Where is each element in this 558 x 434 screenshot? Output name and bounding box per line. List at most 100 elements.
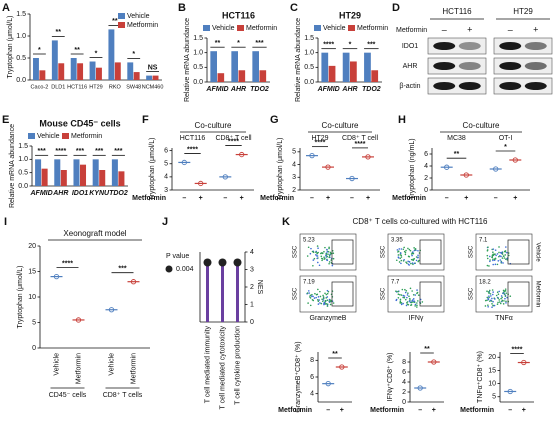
flow-event <box>328 247 330 250</box>
flow-event <box>316 293 319 296</box>
x-tick-label: TDO2 <box>362 86 381 93</box>
flow-event <box>400 303 403 306</box>
point <box>365 154 371 160</box>
flow-event <box>500 295 503 297</box>
y-tick-label: 0.0 <box>16 77 26 84</box>
flow-event <box>317 303 320 305</box>
bar <box>96 67 102 80</box>
point <box>417 385 423 391</box>
y-axis-label: Relative mRNA abundance <box>184 18 191 102</box>
flow-event <box>328 256 331 259</box>
significance: *** <box>95 148 103 155</box>
flow-event <box>318 299 321 301</box>
legend-label: Vehicle <box>37 133 60 140</box>
flow-event <box>326 248 328 251</box>
flow-event <box>404 298 407 301</box>
flow-event <box>397 296 400 299</box>
gate-percentage: 7.1 <box>479 238 488 244</box>
y-tick-label: 0 <box>32 345 36 352</box>
y-tick-label: 10 <box>488 380 496 387</box>
bar <box>51 40 58 80</box>
blot-frame <box>427 77 487 95</box>
flow-event <box>498 246 500 248</box>
band <box>433 42 456 50</box>
cell-line: HT29 <box>513 7 533 16</box>
flow-event <box>318 264 321 267</box>
flow-event <box>408 255 411 258</box>
flow-event <box>409 287 412 290</box>
flow-event <box>313 297 316 299</box>
flow-event <box>317 288 319 291</box>
flow-event <box>414 305 416 307</box>
flow-event <box>406 302 408 304</box>
flow-event <box>326 255 329 258</box>
flow-event <box>500 297 502 300</box>
x-tick-label: AHR <box>52 190 68 197</box>
flow-event <box>499 255 501 257</box>
lollipop-head <box>218 258 227 267</box>
flow-event <box>324 292 326 295</box>
flow-event <box>315 296 317 299</box>
legend-swatch <box>28 133 35 139</box>
flow-event <box>412 301 414 303</box>
flow-event <box>501 257 504 259</box>
x-tick-label: – <box>326 407 330 414</box>
significance: * <box>349 42 352 49</box>
significance: **** <box>228 138 239 145</box>
y-tick-label: 1.5 <box>304 35 314 42</box>
flow-event <box>416 291 419 294</box>
bar <box>77 63 84 80</box>
flow-event <box>307 302 309 304</box>
flow-title: CD8⁺ T cells co-cultured with HCT116 <box>353 217 488 226</box>
point <box>507 388 513 395</box>
flow-event <box>403 258 405 261</box>
flow-event <box>398 261 401 263</box>
y2-tick-label: 3 <box>250 266 254 273</box>
point <box>349 175 355 182</box>
flow-event <box>492 259 494 262</box>
lollipop-head <box>203 258 212 267</box>
flow-event <box>416 289 418 291</box>
row-label: Metformin <box>534 281 540 308</box>
y-tick-label: 15 <box>488 367 496 374</box>
flow-event <box>316 257 318 260</box>
flow-event <box>312 251 315 254</box>
flow-event <box>499 251 502 254</box>
y-axis-label: Relative mRNA abundance <box>295 18 302 102</box>
flow-event <box>316 245 319 247</box>
panel-letter: C <box>290 2 298 14</box>
flow-event <box>319 290 321 293</box>
x-tick-label: NCM460 <box>142 84 164 90</box>
x-tick-label: TDO2 <box>250 86 269 93</box>
flow-event <box>327 253 329 256</box>
legend-title: P value <box>166 253 189 260</box>
legend-dot <box>165 265 173 273</box>
flow-event <box>328 246 330 249</box>
flow-event <box>315 254 317 256</box>
flow-event <box>307 246 310 249</box>
flow-event <box>418 259 420 262</box>
flow-event <box>412 298 415 300</box>
point <box>325 164 331 170</box>
flow-event <box>316 255 318 257</box>
flow-event <box>421 301 424 303</box>
y-tick-label: 2 <box>424 175 428 182</box>
x-tick-label: AHR <box>341 86 357 93</box>
significance: * <box>95 50 98 57</box>
legend-swatch <box>62 133 69 139</box>
flow-event <box>309 294 312 297</box>
flow-event <box>408 264 410 266</box>
y-tick-label: 1.5 <box>18 143 28 150</box>
x-tick-label: – <box>223 195 227 202</box>
treatment-sign: – <box>508 24 513 34</box>
flow-event <box>492 263 494 266</box>
bar <box>118 171 125 186</box>
flow-event <box>319 302 321 304</box>
legend-label: Vehicle <box>127 13 150 20</box>
y-axis-label: Tryptophan (μmol/L) <box>7 16 14 79</box>
flow-event <box>497 301 499 304</box>
x-tick-label: + <box>432 407 436 414</box>
flow-event <box>410 262 412 265</box>
flow-event <box>486 290 488 293</box>
y-tick-label: 1.0 <box>18 156 28 163</box>
